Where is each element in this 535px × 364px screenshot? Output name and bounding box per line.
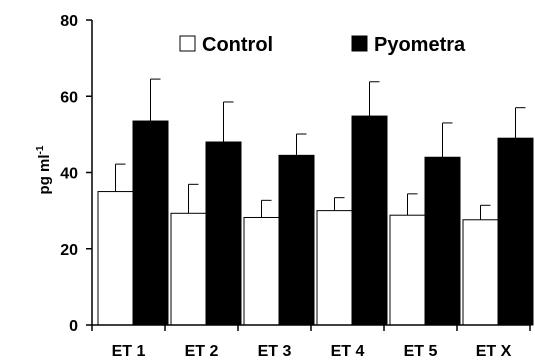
x-category-label: ET 1 bbox=[112, 343, 146, 360]
bar-control bbox=[316, 210, 353, 326]
y-axis-label-superscript: -1 bbox=[35, 145, 46, 154]
bar-control bbox=[170, 212, 207, 326]
bar-pyometra bbox=[205, 141, 242, 326]
legend: Control Pyometra bbox=[179, 34, 466, 56]
legend-swatch-pyometra bbox=[351, 35, 368, 52]
x-axis: ET 1 ET 2 ET 3 ET 4 ET 5 ET X bbox=[91, 324, 531, 360]
y-tick-label: 20 bbox=[60, 242, 78, 259]
bar-pyometra bbox=[351, 115, 388, 326]
y-tick-label: 60 bbox=[60, 89, 78, 106]
x-category-label: ET 2 bbox=[185, 343, 219, 360]
x-category-label: ET 5 bbox=[404, 343, 438, 360]
bar-pyometra bbox=[424, 156, 461, 326]
bar-control bbox=[243, 216, 280, 326]
legend-label-control: Control bbox=[202, 34, 273, 56]
y-axis: 0 20 40 60 80 bbox=[60, 13, 93, 335]
y-axis-label-text: pg ml bbox=[36, 154, 53, 194]
bar-control bbox=[462, 219, 499, 326]
y-tick-label: 80 bbox=[60, 13, 78, 30]
x-category-label: ET 4 bbox=[331, 343, 365, 360]
legend-label-pyometra: Pyometra bbox=[374, 34, 466, 56]
bar-pyometra bbox=[497, 137, 534, 326]
y-tick-label: 0 bbox=[69, 318, 78, 335]
bar-control bbox=[97, 191, 134, 326]
x-category-label: ET 3 bbox=[258, 343, 292, 360]
x-category-label: ET X bbox=[476, 343, 512, 360]
bar-pyometra bbox=[278, 154, 315, 326]
bars bbox=[97, 78, 534, 326]
bar-control bbox=[389, 214, 426, 326]
bar-pyometra bbox=[132, 120, 169, 326]
y-axis-label: pg ml-1 bbox=[35, 145, 53, 194]
legend-swatch-control bbox=[179, 35, 196, 52]
y-tick-label: 40 bbox=[60, 166, 78, 183]
